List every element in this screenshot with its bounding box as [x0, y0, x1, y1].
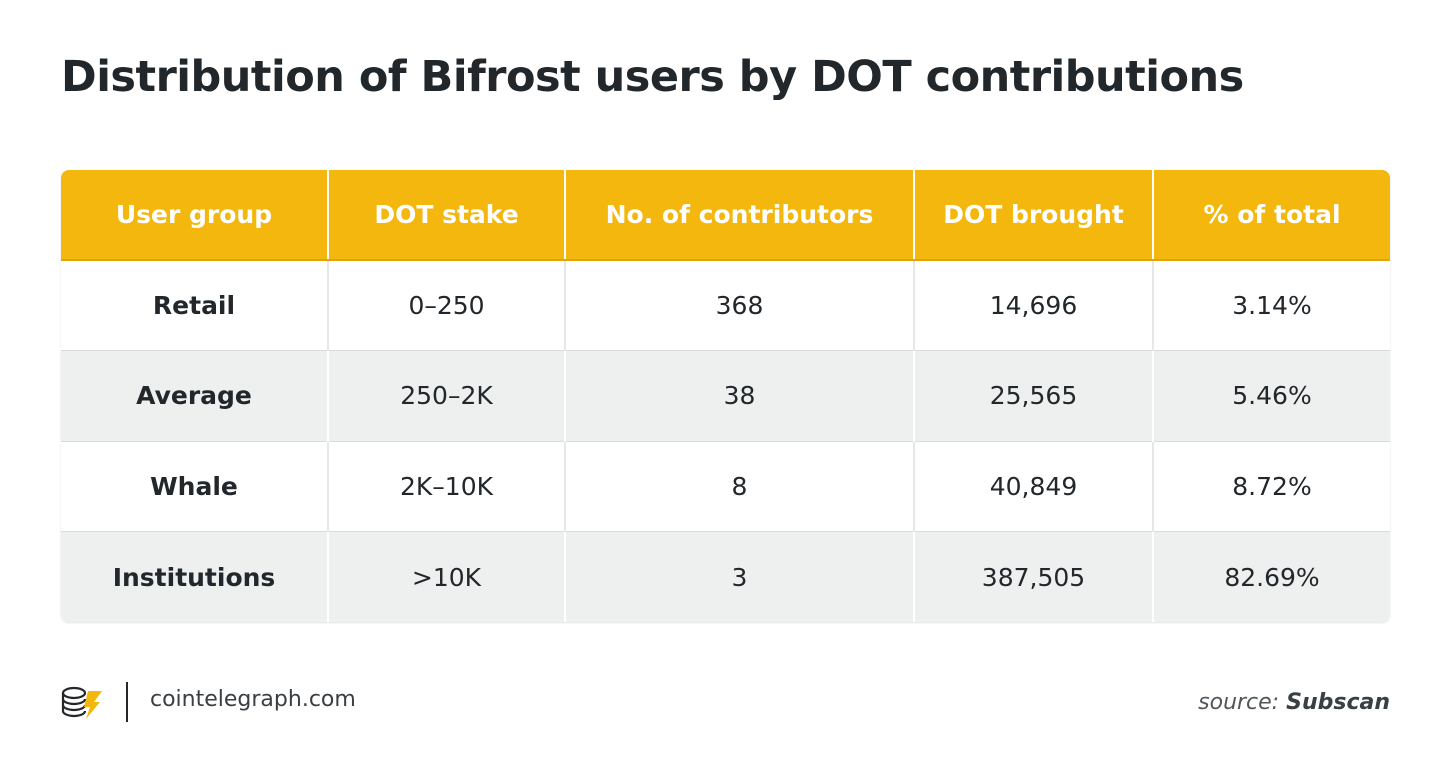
cell-dot-stake: 2K–10K: [327, 440, 565, 532]
site-url: cointelegraph.com: [150, 687, 356, 712]
source-name: Subscan: [1286, 690, 1390, 715]
cell-dot-stake: >10K: [327, 531, 565, 622]
cell-dot-brought: 387,505: [913, 531, 1153, 622]
table-row: Institutions >10K 3 387,505 82.69%: [61, 531, 1390, 622]
cell-percent-total: 82.69%: [1152, 531, 1390, 622]
column-header-dot-stake: DOT stake: [327, 170, 565, 261]
data-table: User group DOT stake No. of contributors…: [61, 170, 1390, 622]
cell-user-group: Whale: [61, 440, 328, 532]
cell-percent-total: 5.46%: [1152, 350, 1390, 441]
cell-dot-brought: 40,849: [913, 440, 1153, 532]
table-row: Whale 2K–10K 8 40,849 8.72%: [61, 440, 1390, 532]
cell-contributors: 3: [564, 531, 914, 622]
column-header-user-group: User group: [61, 170, 328, 261]
cell-dot-brought: 25,565: [913, 350, 1153, 441]
data-table-container: User group DOT stake No. of contributors…: [61, 170, 1390, 622]
cell-dot-stake: 0–250: [327, 259, 565, 351]
cell-percent-total: 3.14%: [1152, 259, 1390, 351]
cell-contributors: 8: [564, 440, 914, 532]
column-header-percent-total: % of total: [1152, 170, 1390, 261]
cell-user-group: Average: [61, 350, 328, 441]
cointelegraph-logo-icon: [61, 686, 102, 719]
cell-contributors: 368: [564, 259, 914, 351]
source-label: source:: [1198, 690, 1280, 715]
column-header-dot-brought: DOT brought: [913, 170, 1153, 261]
cell-dot-stake: 250–2K: [327, 350, 565, 441]
cell-user-group: Retail: [61, 259, 328, 351]
table-header-row: User group DOT stake No. of contributors…: [61, 170, 1390, 261]
cell-user-group: Institutions: [61, 531, 328, 622]
column-header-contributors: No. of contributors: [564, 170, 914, 261]
table-row: Average 250–2K 38 25,565 5.46%: [61, 350, 1390, 441]
chart-title: Distribution of Bifrost users by DOT con…: [61, 52, 1244, 102]
cell-contributors: 38: [564, 350, 914, 441]
source-credit: source: Subscan: [1198, 690, 1390, 715]
footer-divider: [126, 682, 128, 722]
table-row: Retail 0–250 368 14,696 3.14%: [61, 259, 1390, 351]
cell-percent-total: 8.72%: [1152, 440, 1390, 532]
cell-dot-brought: 14,696: [913, 259, 1153, 351]
